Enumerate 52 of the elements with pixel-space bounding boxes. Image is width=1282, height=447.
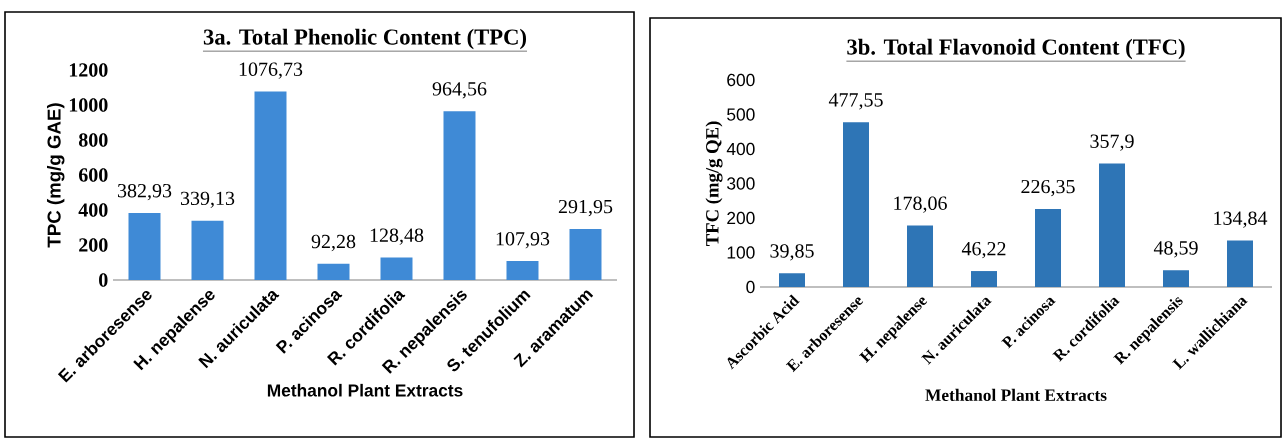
y-tick-label: 100 <box>727 246 755 259</box>
bar <box>907 225 934 287</box>
bar <box>1163 270 1189 287</box>
bar <box>317 263 350 280</box>
bar <box>569 228 602 280</box>
y-tick-label: 1200 <box>69 63 108 77</box>
bar <box>380 257 413 280</box>
y-tick-label: 0 <box>746 280 755 294</box>
chart-title: 3b. Total Flavonoid Content (TFC) <box>847 38 1185 60</box>
bar <box>971 271 998 287</box>
data-label: 134,84 <box>1214 211 1268 228</box>
bar <box>1035 208 1062 287</box>
data-label: 382,93 <box>117 183 172 201</box>
bar <box>779 273 805 287</box>
data-label: 128,48 <box>370 228 424 245</box>
bar <box>443 111 476 280</box>
y-tick-label: 200 <box>727 211 755 225</box>
y-axis-title: TFC (mg/g QE) <box>705 121 723 246</box>
bar <box>128 212 161 280</box>
data-label: 48,59 <box>1153 241 1198 258</box>
y-tick-label: 600 <box>78 168 108 182</box>
data-label: 46,22 <box>961 242 1006 259</box>
bar <box>191 220 224 280</box>
y-tick-label: 200 <box>79 238 108 252</box>
x-axis-title: Methanol Plant Extracts <box>925 388 1107 401</box>
data-label: 477,55 <box>828 93 883 110</box>
bar <box>843 122 869 287</box>
data-label: 1076,73 <box>239 62 303 79</box>
data-label: 964,56 <box>432 82 487 99</box>
data-label: 226,35 <box>1021 179 1075 197</box>
data-label: 39,85 <box>770 244 814 261</box>
chart-title: 3a. Total Phenolic Content (TPC) <box>203 28 527 50</box>
x-axis-title: Methanol Plant Extracts <box>267 383 463 397</box>
y-tick-label: 400 <box>726 142 755 156</box>
data-label: 357,9 <box>1090 134 1134 151</box>
y-tick-label: 0 <box>99 273 108 287</box>
bar <box>1099 163 1126 287</box>
data-label: 291,95 <box>558 199 613 217</box>
y-tick-label: 400 <box>78 203 108 217</box>
data-label: 339,13 <box>180 191 235 208</box>
bar <box>254 91 287 280</box>
bar <box>1227 240 1253 287</box>
y-tick-label: 1000 <box>69 98 108 112</box>
y-tick-label: 500 <box>727 108 755 121</box>
y-axis-title: TPC (mg/g GAE) <box>46 103 65 248</box>
data-label: 107,93 <box>496 232 550 249</box>
bar <box>506 261 539 280</box>
y-tick-label: 800 <box>78 133 108 147</box>
y-tick-label: 300 <box>727 177 755 190</box>
data-label: 92,28 <box>311 234 356 252</box>
y-tick-label: 600 <box>727 73 755 87</box>
data-label: 178,06 <box>894 196 947 213</box>
